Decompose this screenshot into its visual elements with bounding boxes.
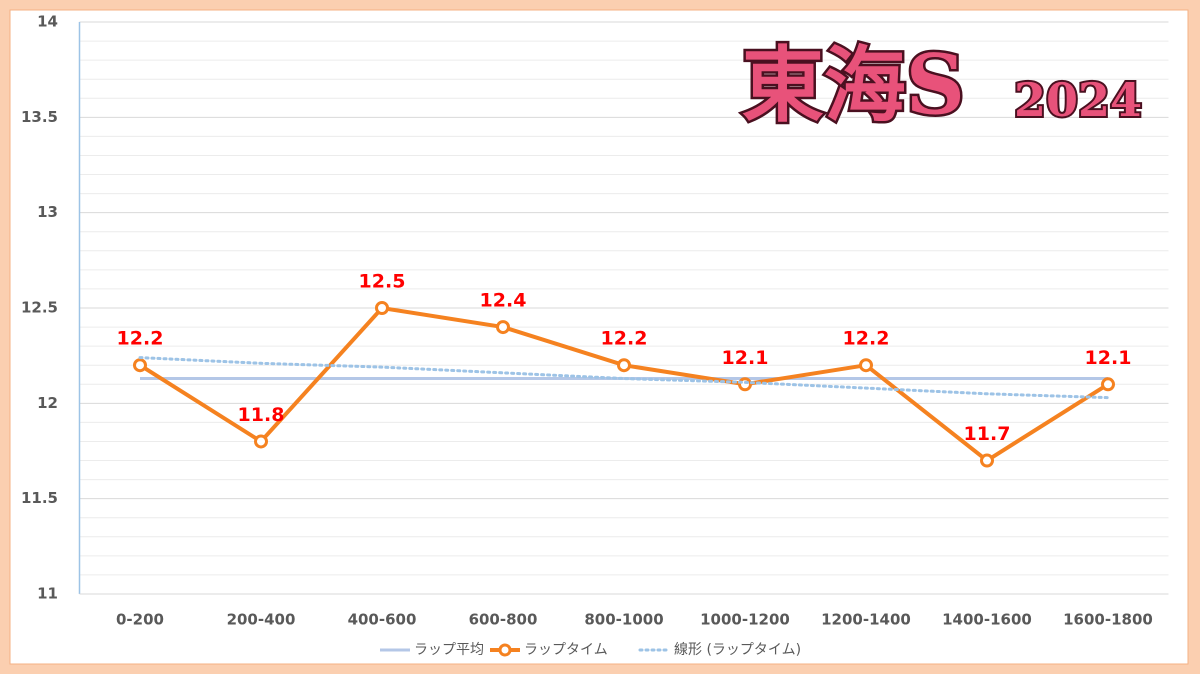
y-tick-label: 13.5 (21, 108, 58, 126)
x-tick-label: 0-200 (116, 611, 164, 629)
series-line (138, 356, 1110, 400)
y-tick-label: 11.5 (21, 489, 58, 507)
data-label: 12.1 (1085, 347, 1132, 369)
y-tick-label: 14 (37, 13, 58, 31)
legend-marker (498, 643, 512, 657)
marker (617, 358, 631, 373)
y-tick-label: 11 (37, 585, 58, 603)
x-tick-label: 1200-1400 (821, 611, 911, 629)
data-label: 11.8 (238, 404, 285, 426)
marker (133, 358, 147, 373)
marker (980, 453, 994, 468)
data-label: 12.2 (117, 328, 164, 350)
legend-label: ラップ平均 (414, 642, 484, 658)
plot-background (9, 9, 1189, 665)
data-label: 12.2 (843, 328, 890, 350)
marker (738, 377, 752, 392)
legend-label: 線形 (ラップタイム) (674, 642, 801, 658)
marker (375, 301, 389, 315)
data-label: 12.1 (722, 347, 769, 369)
x-tick-label: 800-1000 (584, 611, 663, 629)
data-label: 12.2 (601, 328, 648, 350)
marker (859, 358, 873, 373)
marker (496, 320, 510, 335)
data-label: 12.4 (480, 290, 527, 312)
data-label: 12.5 (359, 271, 406, 293)
chart-subtitle: 2024 (1014, 73, 1142, 127)
x-tick-label: 200-400 (227, 611, 296, 629)
x-tick-label: 1600-1800 (1063, 611, 1153, 629)
x-tick-label: 1400-1600 (942, 611, 1032, 629)
marker (254, 434, 268, 449)
y-tick-label: 12.5 (21, 299, 58, 317)
legend-label: ラップタイム (524, 642, 608, 658)
x-tick-label: 600-800 (469, 611, 538, 629)
marker (1101, 377, 1115, 392)
chart-title: 東海S (742, 37, 965, 133)
x-tick-label: 1000-1200 (700, 611, 790, 629)
x-tick-label: 400-600 (348, 611, 417, 629)
y-tick-label: 12 (37, 394, 58, 412)
data-label: 11.7 (964, 423, 1011, 445)
y-tick-label: 13 (37, 203, 58, 221)
